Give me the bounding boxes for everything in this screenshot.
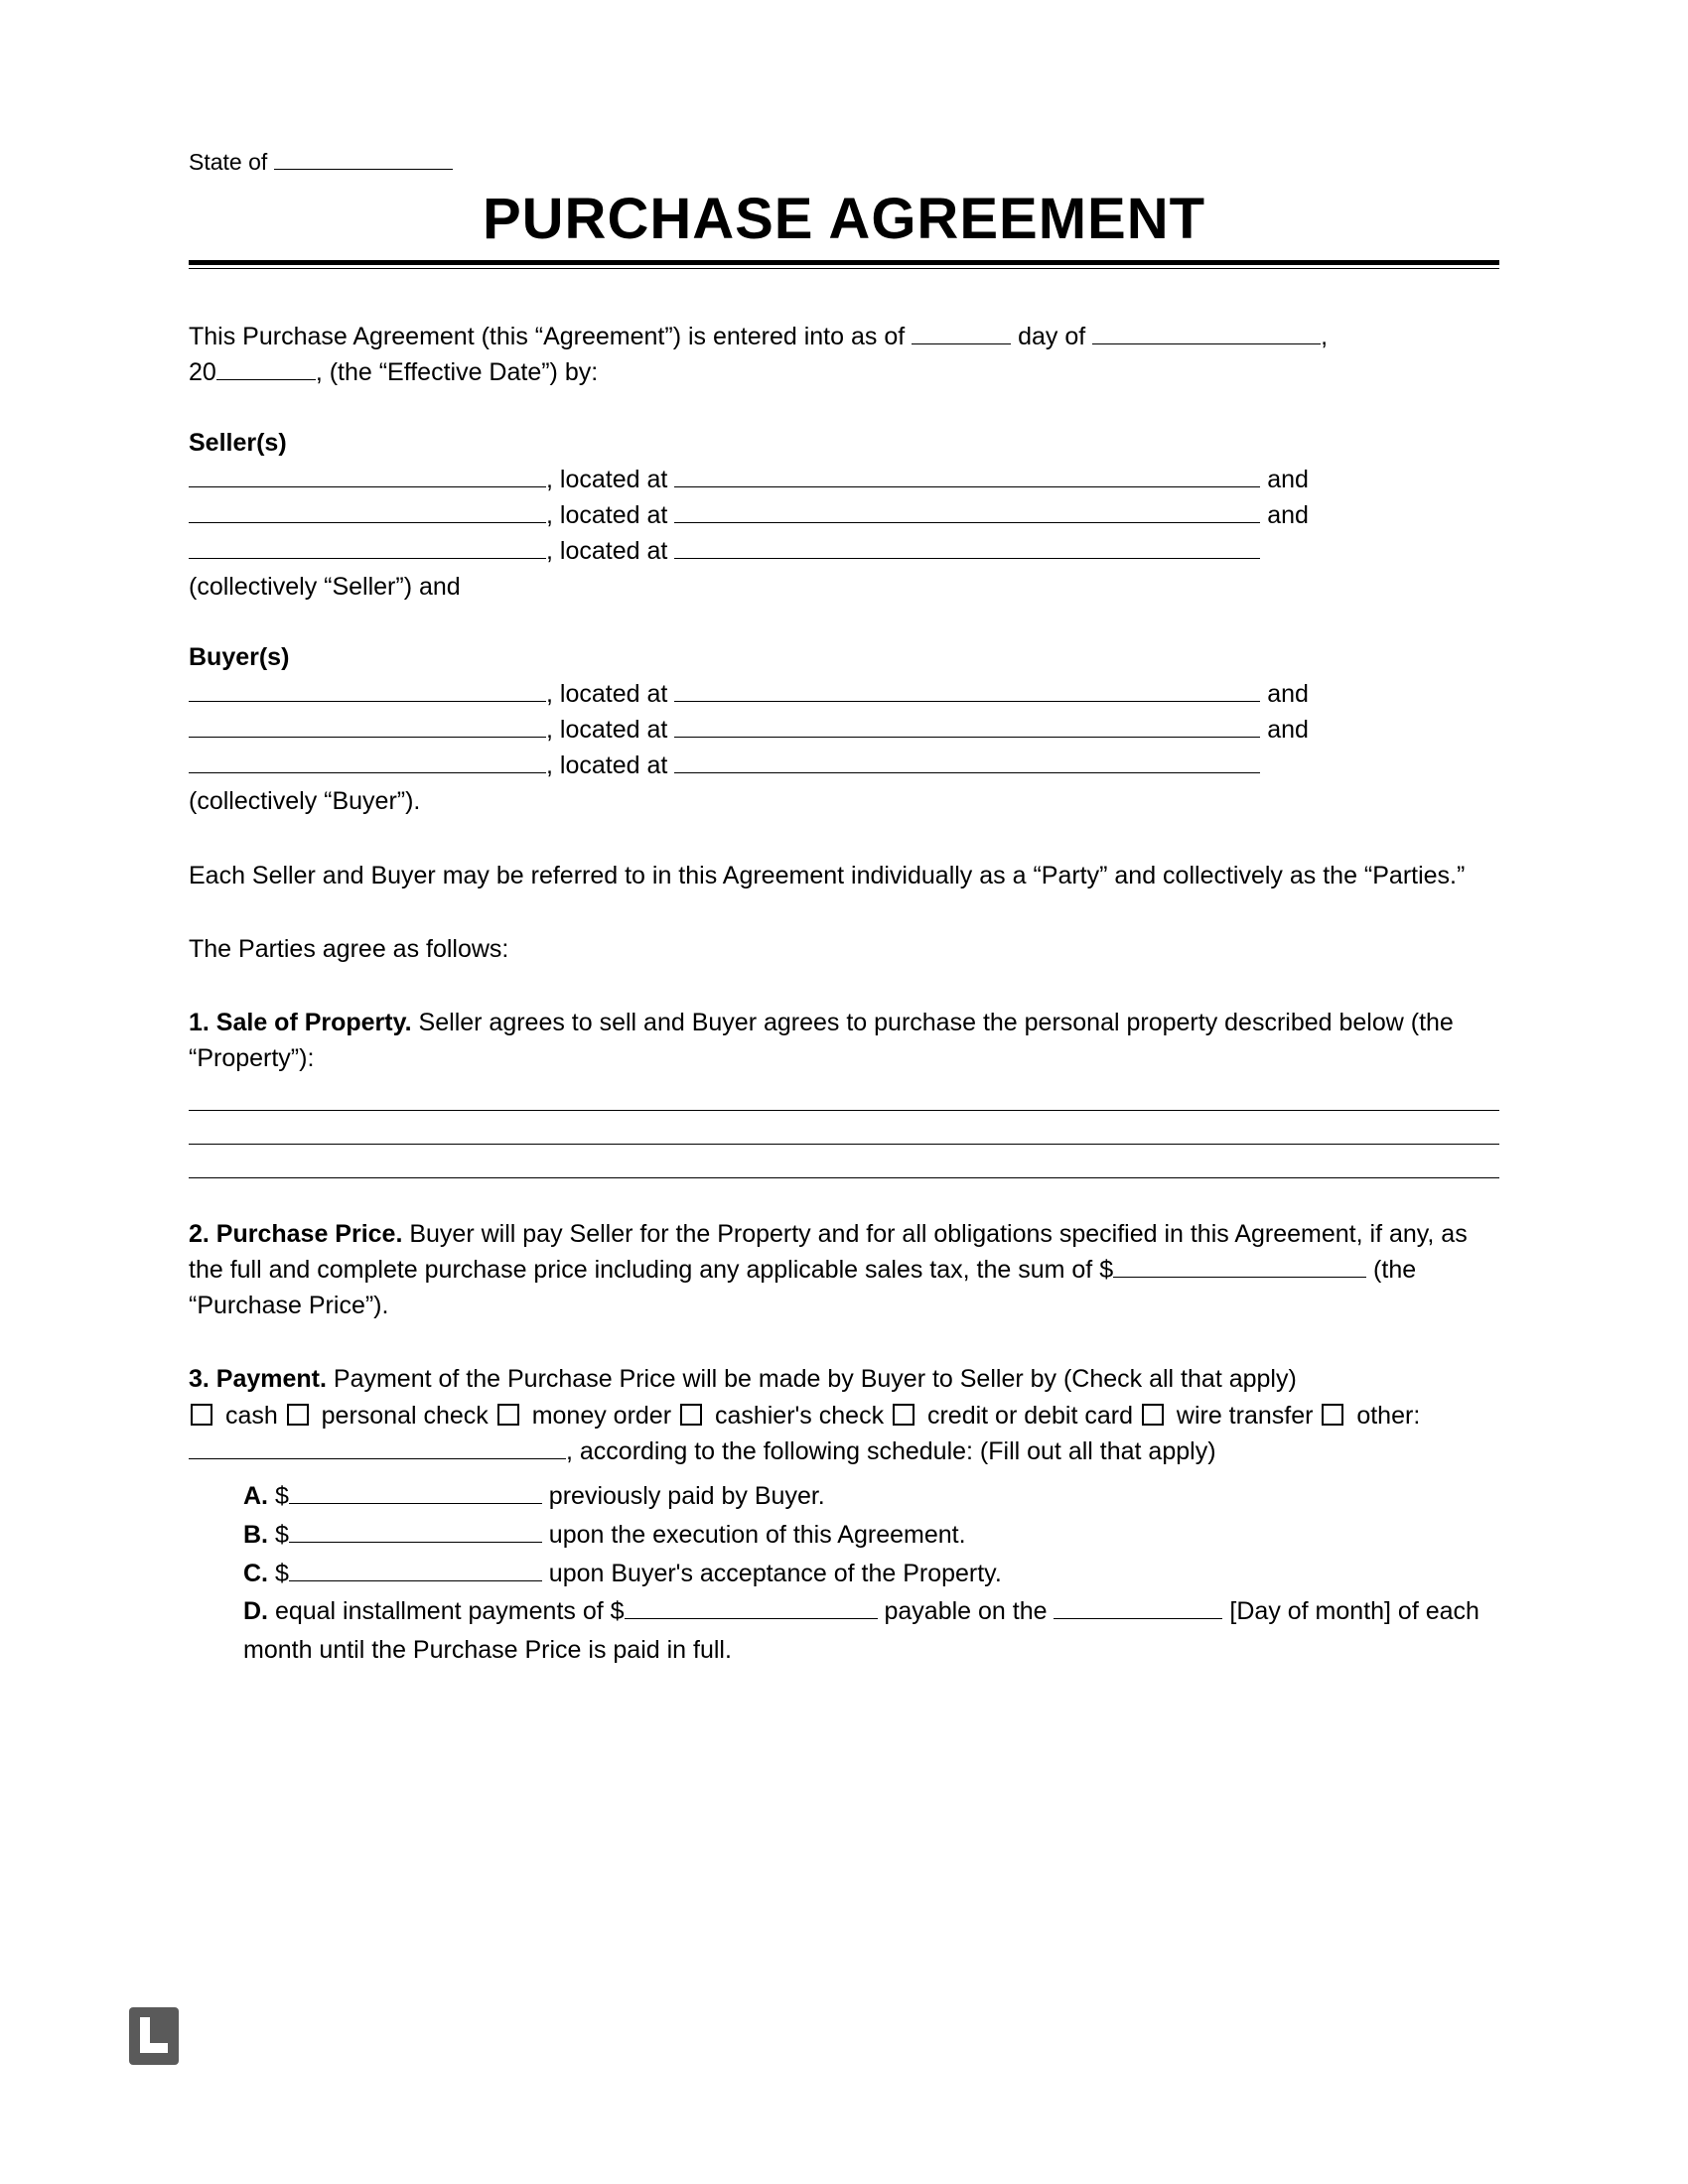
title-rule-thin: [189, 268, 1499, 269]
opt-credit: credit or debit card: [920, 1402, 1140, 1430]
checkbox-personal-check[interactable]: [287, 1404, 309, 1426]
seller-row-2: , located at and: [189, 497, 1499, 533]
parties-reference: Each Seller and Buyer may be referred to…: [189, 858, 1499, 893]
checkbox-wire[interactable]: [1142, 1404, 1164, 1426]
sellers-collectively: (collectively “Seller”) and: [189, 569, 1499, 605]
d-amount-blank[interactable]: [625, 1618, 878, 1619]
year-blank[interactable]: [216, 379, 316, 380]
checkbox-cashiers-check[interactable]: [680, 1404, 702, 1426]
c-text: upon Buyer's acceptance of the Property.: [542, 1560, 1002, 1587]
seller3-name-blank[interactable]: [189, 558, 546, 559]
opt-wire: wire transfer: [1170, 1402, 1320, 1430]
a-amount-blank[interactable]: [289, 1503, 542, 1504]
buyer2-and: and: [1260, 716, 1309, 744]
opt-cashier: cashier's check: [708, 1402, 891, 1430]
s2-heading: 2. Purchase Price.: [189, 1220, 402, 1248]
day-blank[interactable]: [912, 343, 1011, 344]
checkbox-other[interactable]: [1322, 1404, 1343, 1426]
intro-text-2: day of: [1011, 323, 1092, 350]
section-2: 2. Purchase Price. Buyer will pay Seller…: [189, 1216, 1499, 1324]
s3-heading: 3. Payment.: [189, 1365, 327, 1393]
property-line-3[interactable]: [189, 1145, 1499, 1178]
s1-heading: 1. Sale of Property.: [189, 1009, 412, 1036]
s3-text-b: , according to the following schedule: (…: [566, 1437, 1216, 1465]
seller-row-1: , located at and: [189, 462, 1499, 497]
seller1-and: and: [1260, 466, 1309, 493]
opt-money: money order: [525, 1402, 678, 1430]
property-line-2[interactable]: [189, 1111, 1499, 1145]
a-dollar: $: [268, 1482, 289, 1510]
buyer2-addr-blank[interactable]: [674, 737, 1260, 738]
d-text1: equal installment payments of $: [268, 1597, 625, 1625]
checkbox-cash[interactable]: [191, 1404, 212, 1426]
section-3: 3. Payment. Payment of the Purchase Pric…: [189, 1361, 1499, 1469]
a-text: previously paid by Buyer.: [542, 1482, 825, 1510]
buyer3-located: , located at: [546, 751, 674, 779]
buyer-row-3: , located at: [189, 748, 1499, 783]
intro-paragraph: This Purchase Agreement (this “Agreement…: [189, 319, 1499, 391]
d-label: D.: [243, 1597, 268, 1625]
seller2-addr-blank[interactable]: [674, 522, 1260, 523]
s3-text-a: Payment of the Purchase Price will be ma…: [327, 1365, 1297, 1393]
a-label: A.: [243, 1482, 268, 1510]
b-text: upon the execution of this Agreement.: [542, 1521, 966, 1549]
buyer2-name-blank[interactable]: [189, 737, 546, 738]
b-dollar: $: [268, 1521, 289, 1549]
checkbox-money-order[interactable]: [497, 1404, 519, 1426]
c-amount-blank[interactable]: [289, 1580, 542, 1581]
brand-logo-icon: [129, 2007, 179, 2065]
seller2-name-blank[interactable]: [189, 522, 546, 523]
intro-text-3: , (the “Effective Date”) by:: [316, 358, 598, 386]
document-title: PURCHASE AGREEMENT: [189, 186, 1499, 252]
buyer-row-1: , located at and: [189, 676, 1499, 712]
schedule-b: B. $ upon the execution of this Agreemen…: [243, 1516, 1499, 1555]
d-text2: payable on the: [878, 1597, 1055, 1625]
buyers-collectively: (collectively “Buyer”).: [189, 783, 1499, 819]
schedule-a: A. $ previously paid by Buyer.: [243, 1477, 1499, 1516]
state-of-line: State of: [189, 149, 1499, 176]
buyers-label: Buyer(s): [189, 643, 1499, 672]
intro-text-1: This Purchase Agreement (this “Agreement…: [189, 323, 912, 350]
buyer-row-2: , located at and: [189, 712, 1499, 748]
title-rule-thick: [189, 260, 1499, 265]
c-label: C.: [243, 1560, 268, 1587]
buyer3-addr-blank[interactable]: [674, 772, 1260, 773]
b-amount-blank[interactable]: [289, 1542, 542, 1543]
intro-year-prefix: 20: [189, 358, 216, 386]
state-blank[interactable]: [274, 169, 453, 170]
d-day-blank[interactable]: [1054, 1618, 1222, 1619]
intro-comma: ,: [1321, 323, 1328, 350]
seller3-located: , located at: [546, 537, 674, 565]
schedule-d: D. equal installment payments of $ payab…: [243, 1592, 1499, 1670]
seller3-addr-blank[interactable]: [674, 558, 1260, 559]
parties-agree: The Parties agree as follows:: [189, 931, 1499, 967]
buyer3-name-blank[interactable]: [189, 772, 546, 773]
seller1-addr-blank[interactable]: [674, 486, 1260, 487]
buyer1-name-blank[interactable]: [189, 701, 546, 702]
other-blank[interactable]: [189, 1458, 566, 1459]
b-label: B.: [243, 1521, 268, 1549]
month-blank[interactable]: [1092, 343, 1321, 344]
c-dollar: $: [268, 1560, 289, 1587]
payment-schedule: A. $ previously paid by Buyer. B. $ upon…: [243, 1477, 1499, 1670]
sellers-label: Seller(s): [189, 429, 1499, 458]
buyer2-located: , located at: [546, 716, 674, 744]
seller-row-3: , located at: [189, 533, 1499, 569]
buyer1-located: , located at: [546, 680, 674, 708]
seller1-located: , located at: [546, 466, 674, 493]
opt-cash: cash: [218, 1402, 285, 1430]
opt-other: other:: [1349, 1402, 1420, 1430]
buyer1-and: and: [1260, 680, 1309, 708]
seller2-located: , located at: [546, 501, 674, 529]
seller2-and: and: [1260, 501, 1309, 529]
state-label: State of: [189, 149, 267, 175]
seller1-name-blank[interactable]: [189, 486, 546, 487]
schedule-c: C. $ upon Buyer's acceptance of the Prop…: [243, 1555, 1499, 1593]
price-blank[interactable]: [1113, 1277, 1366, 1278]
opt-check: personal check: [315, 1402, 495, 1430]
property-line-1[interactable]: [189, 1077, 1499, 1111]
checkbox-credit-debit[interactable]: [893, 1404, 914, 1426]
buyer1-addr-blank[interactable]: [674, 701, 1260, 702]
section-1: 1. Sale of Property. Seller agrees to se…: [189, 1005, 1499, 1077]
